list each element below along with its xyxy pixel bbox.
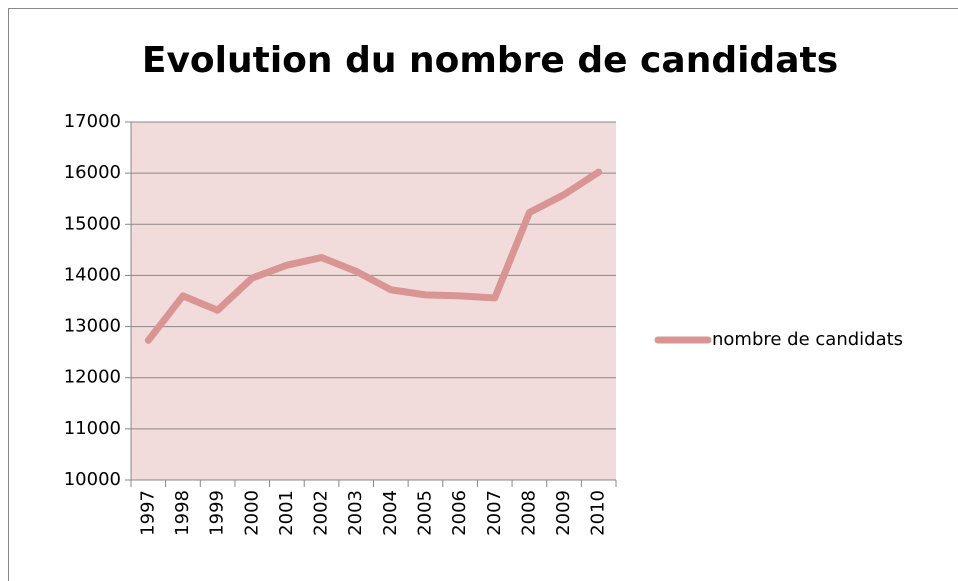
x-tick-label: 2010	[588, 490, 609, 536]
x-tick-label: 2006	[449, 490, 470, 536]
y-tick-label: 13000	[64, 316, 121, 337]
x-tick-label: 1998	[172, 490, 193, 536]
x-tick-label: 2001	[276, 490, 297, 536]
y-tick-label: 11000	[64, 418, 121, 439]
x-tick-label: 1999	[207, 490, 228, 536]
y-tick-label: 16000	[64, 162, 121, 183]
x-tick-label: 2003	[345, 490, 366, 536]
x-tick-label: 2005	[414, 490, 435, 536]
x-tick-label: 2008	[518, 490, 539, 536]
y-tick-label: 10000	[64, 469, 121, 490]
y-tick-label: 17000	[64, 111, 121, 132]
x-tick-label: 2009	[553, 490, 574, 536]
legend-label: nombre de candidats	[712, 329, 903, 350]
y-tick-label: 14000	[64, 264, 121, 285]
x-tick-label: 2007	[484, 490, 505, 536]
y-tick-label: 15000	[64, 213, 121, 234]
x-tick-label: 1997	[137, 490, 158, 536]
x-tick-label: 2004	[380, 490, 401, 536]
plot-area	[131, 122, 616, 480]
data-line	[144, 168, 603, 344]
chart-title: Evolution du nombre de candidats	[142, 40, 838, 81]
x-tick-label: 2000	[241, 490, 262, 536]
x-tick-label: 2002	[311, 490, 332, 536]
y-tick-label: 12000	[64, 367, 121, 388]
